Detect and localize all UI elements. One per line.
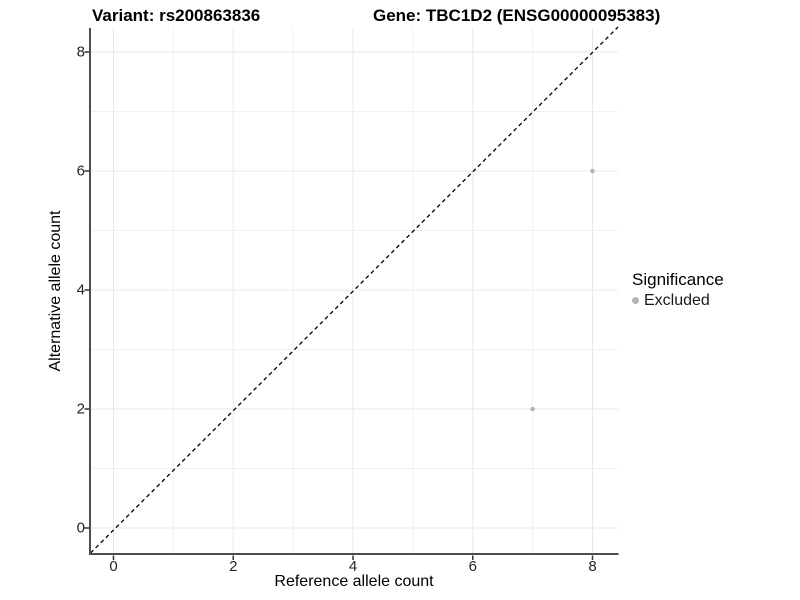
x-tick-label: 2 xyxy=(229,558,238,575)
x-tick-label: 8 xyxy=(588,558,597,575)
legend: Significance Excluded xyxy=(632,270,724,310)
data-point xyxy=(530,406,535,412)
plot-title-variant: Variant: rs200863836 xyxy=(92,6,261,25)
y-tick-label: 0 xyxy=(76,519,85,537)
y-tick-label: 4 xyxy=(76,281,85,299)
legend-point-icon xyxy=(632,297,639,304)
plot-title-gene: Gene: TBC1D2 (ENSG00000095383) xyxy=(373,6,661,25)
identity-dashed-line xyxy=(90,26,619,554)
data-point xyxy=(590,168,595,174)
x-tick-label: 4 xyxy=(348,558,358,575)
y-tick-label: 2 xyxy=(76,400,85,418)
y-axis-title: Alternative allele count xyxy=(47,210,64,372)
y-tick-label: 6 xyxy=(76,162,85,180)
legend-title: Significance xyxy=(632,270,724,289)
legend-entry-label: Excluded xyxy=(644,292,710,309)
legend-entry-excluded: Excluded xyxy=(632,291,724,310)
y-tick-label: 8 xyxy=(76,43,85,61)
x-axis-title: Reference allele count xyxy=(274,573,434,590)
x-tick-label: 6 xyxy=(468,558,477,575)
x-tick-label: 0 xyxy=(109,558,118,575)
